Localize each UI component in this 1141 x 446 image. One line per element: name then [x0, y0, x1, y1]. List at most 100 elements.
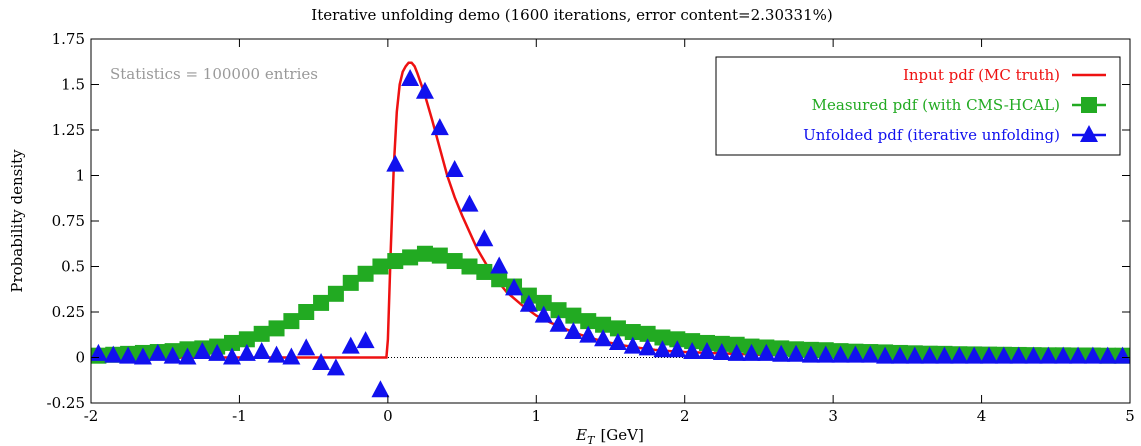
unfolded-point: [534, 305, 553, 323]
unfolded-point: [905, 346, 924, 364]
unfolded-point: [133, 347, 152, 365]
measured-point: [402, 249, 419, 266]
unfolded-point: [668, 340, 687, 358]
unfolded-point: [920, 346, 939, 364]
measured-point: [253, 325, 270, 342]
y-tick-label: 0.5: [61, 258, 85, 276]
x-tick-label: -1: [232, 407, 247, 425]
unfolded-point: [801, 345, 820, 363]
unfolded-point: [608, 332, 627, 350]
legend-swatch-measured: [1081, 97, 1097, 113]
x-tick-label: 5: [1125, 407, 1135, 425]
unfolded-point: [623, 336, 642, 354]
unfolded-point: [846, 345, 865, 363]
unfolded-point: [653, 340, 672, 358]
unfolded-point: [1009, 346, 1028, 364]
unfolded-point: [148, 343, 167, 361]
unfolded-point: [742, 343, 761, 361]
legend-swatch-unfolded: [1080, 125, 1098, 142]
unfolded-point: [1098, 346, 1117, 364]
x-tick-label: -2: [84, 407, 99, 425]
legend-entry-unfolded: Unfolded pdf (iterative unfolding): [803, 126, 1060, 144]
legend-box: [715, 56, 1121, 156]
y-tick-label: 0.75: [52, 212, 85, 230]
unfolded-point: [223, 347, 242, 365]
measured-point: [624, 324, 641, 341]
measured-point: [224, 334, 241, 351]
y-tick-label: 1.75: [52, 30, 85, 48]
measured-point: [238, 331, 255, 348]
x-tick-label: 0: [383, 407, 393, 425]
unfolded-point: [297, 338, 316, 356]
x-axis-label-unit: [GeV]: [600, 426, 643, 444]
unfolded-point: [564, 322, 583, 340]
legend-entry-input: Input pdf (MC truth): [903, 66, 1060, 84]
unfolded-point: [1054, 346, 1073, 364]
measured-point: [595, 316, 612, 333]
y-tick-label: 0.25: [52, 303, 85, 321]
measured-point: [283, 313, 300, 330]
measured-point: [550, 302, 567, 319]
unfolded-point: [712, 342, 731, 360]
measured-point: [580, 313, 597, 330]
unfolded-point: [475, 229, 494, 247]
unfolded-point: [371, 380, 390, 398]
unfolded-point: [91, 343, 108, 361]
measured-point: [342, 274, 359, 291]
measured-point: [357, 265, 374, 282]
measured-point: [491, 271, 508, 288]
unfolded-point: [163, 346, 182, 364]
measured-point: [268, 320, 285, 337]
x-axis-label: ET [GeV]: [575, 426, 644, 446]
unfolded-point: [787, 344, 806, 362]
measured-point: [609, 320, 626, 337]
unfolded-point: [430, 118, 449, 136]
unfolded-point: [757, 343, 776, 361]
unfolded-point: [282, 347, 301, 365]
measured-point: [431, 247, 448, 264]
x-axis-label-main: E: [575, 426, 587, 444]
unfolded-point: [326, 358, 345, 376]
measured-point: [416, 245, 433, 262]
measured-point: [639, 325, 656, 342]
unfolded-point: [460, 194, 479, 212]
y-tick-label: 0: [75, 349, 85, 367]
unfolded-point: [1069, 346, 1088, 364]
unfolded-point: [579, 325, 598, 343]
unfolded-point: [935, 346, 954, 364]
measured-point: [654, 329, 671, 346]
y-axis-label: Probability density: [8, 149, 26, 293]
unfolded-point: [208, 343, 227, 361]
unfolded-point: [816, 345, 835, 363]
measured-point: [535, 294, 552, 311]
y-tick-label: 1.25: [52, 121, 85, 139]
x-tick-label: 4: [977, 407, 987, 425]
measured-point: [684, 333, 701, 350]
unfolded-point: [490, 256, 509, 274]
measured-point: [387, 253, 404, 270]
measured-point: [313, 294, 330, 311]
measured-point: [327, 285, 344, 302]
measured-point: [476, 263, 493, 280]
unfolded-point: [1024, 346, 1043, 364]
unfolded-point: [683, 342, 702, 360]
statistics-annotation: Statistics = 100000 entries: [110, 65, 318, 83]
unfolded-point: [505, 278, 524, 296]
x-axis-label-subscript: T: [587, 434, 596, 446]
x-tick-label: 1: [532, 407, 542, 425]
chart-title: Iterative unfolding demo (1600 iteration…: [311, 6, 832, 24]
unfolded-point: [252, 342, 271, 360]
unfolded-point: [876, 346, 895, 364]
unfolded-point: [312, 352, 331, 370]
unfolded-point: [519, 294, 538, 312]
unfolded-point: [994, 346, 1013, 364]
legend: Input pdf (MC truth) Measured pdf (with …: [715, 56, 1121, 156]
x-tick-label: 2: [680, 407, 690, 425]
unfolded-point: [772, 344, 791, 362]
measured-point: [446, 253, 463, 270]
unfolded-point: [594, 329, 613, 347]
unfolded-point: [415, 81, 434, 99]
legend-entry-measured: Measured pdf (with CMS-HCAL): [812, 96, 1060, 114]
unfolded-point: [979, 346, 998, 364]
unfolded-point: [831, 345, 850, 363]
